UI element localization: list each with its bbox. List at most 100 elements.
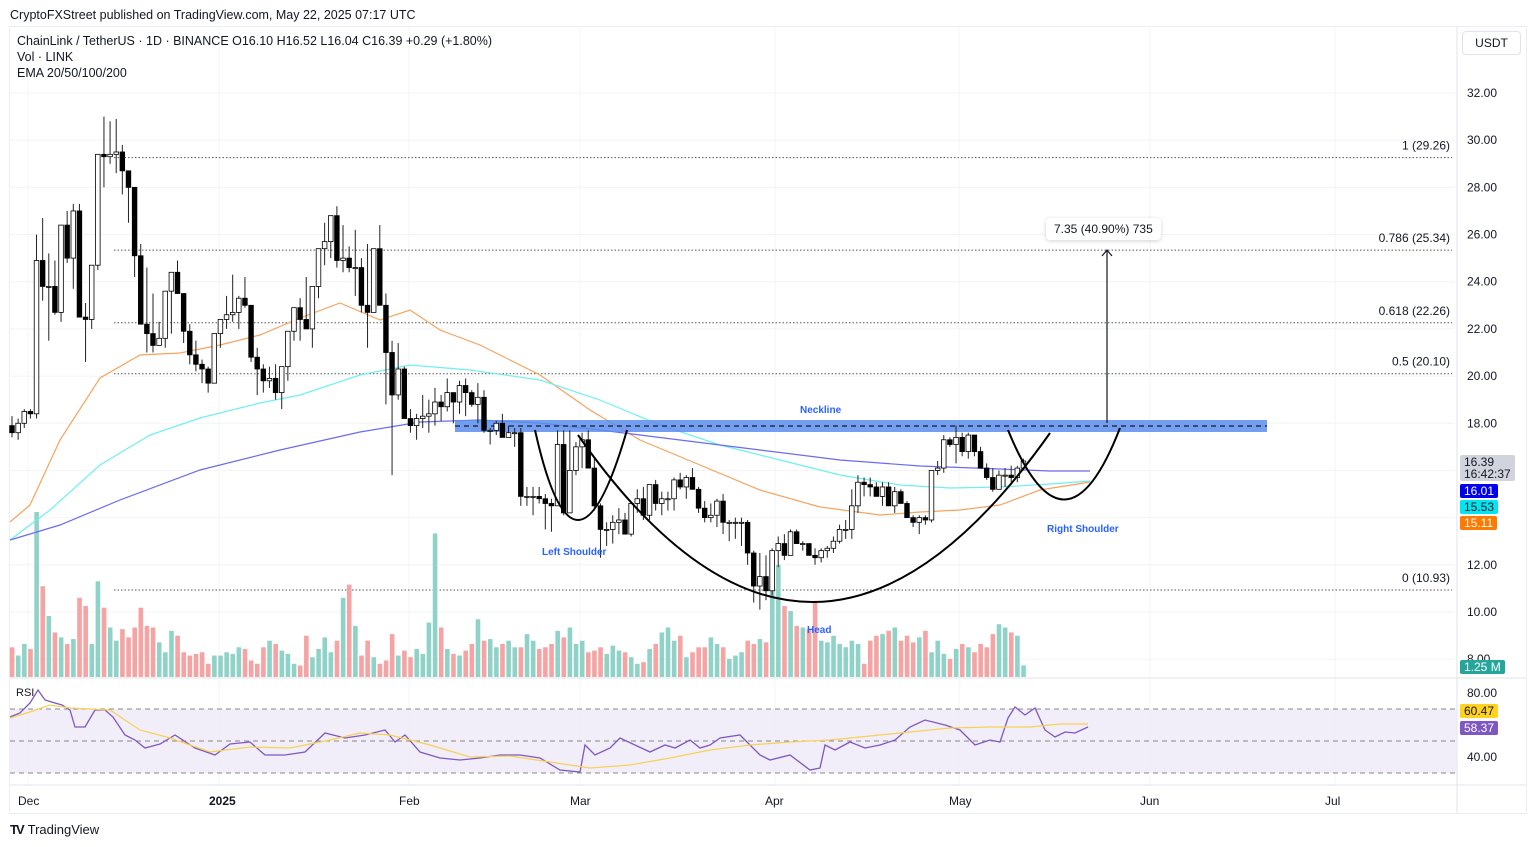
volume-bar [469, 644, 475, 677]
volume-bar [181, 652, 187, 677]
volume-bar [733, 655, 738, 677]
price-axis-tick: 32.00 [1467, 86, 1497, 100]
candle-down [652, 484, 659, 504]
volume-bar [904, 635, 910, 677]
candle-up [113, 151, 119, 155]
time-axis-tick: Jul [1325, 794, 1340, 808]
candle-down [701, 507, 708, 519]
candle-down [260, 368, 267, 382]
time-axis-tick: Feb [399, 794, 420, 808]
candle-up [800, 543, 806, 545]
candle-up [916, 517, 922, 523]
volume-bar [28, 648, 33, 677]
candle-down [983, 467, 990, 478]
candle-down [885, 486, 892, 507]
candle-down [438, 401, 444, 408]
ema-orange-badge: 15.11 [1460, 516, 1498, 530]
candle-down [462, 385, 469, 393]
volume-bar [408, 657, 413, 677]
volume-bar [9, 647, 15, 677]
candle-down [720, 500, 726, 523]
price-axis-tick: 30.00 [1467, 133, 1497, 147]
candle-up [892, 491, 898, 507]
tradingview-logo[interactable]: TV TradingView [10, 822, 99, 837]
volume-bar [371, 657, 377, 677]
time-axis-tick: Dec [18, 794, 39, 808]
volume-bar [451, 653, 456, 677]
volume-bar [929, 652, 934, 677]
volume-bar [463, 650, 469, 677]
candle-up [671, 479, 677, 500]
volume-bar [696, 647, 701, 677]
volume-bar [800, 627, 806, 677]
volume-bar [389, 634, 395, 677]
candle-down [248, 304, 254, 358]
volume-bar [187, 655, 193, 677]
candle-down [174, 271, 181, 294]
volume-bar [794, 625, 800, 677]
volume-bar [402, 650, 407, 677]
rsi-line [9, 688, 1089, 773]
candle-up [818, 550, 824, 559]
symbol-ohlc-line[interactable]: ChainLink / TetherUS · 1D · BINANCE O16.… [17, 34, 493, 48]
fib-level-label: 0 (10.93) [1402, 571, 1450, 585]
volume-bar [849, 640, 855, 677]
volume-bar [120, 629, 125, 677]
volume-bar [101, 607, 107, 677]
volume-bar [169, 630, 174, 677]
candle-down [947, 439, 953, 445]
candle-up [511, 432, 518, 435]
volume-bar [64, 644, 70, 677]
candle-up [432, 401, 438, 415]
candle-up [321, 241, 328, 250]
tradingview-wordmark: TradingView [27, 822, 100, 837]
candle-up [928, 470, 935, 521]
candle-up [708, 514, 714, 519]
volume-bar [205, 663, 211, 677]
volume-indicator-label[interactable]: Vol · LINK [17, 50, 74, 64]
candle-up [236, 297, 242, 313]
volume-bar [432, 533, 438, 677]
candle-up [279, 366, 285, 393]
candle-down [518, 432, 524, 497]
ema-indicator-label[interactable]: EMA 20/50/100/200 [17, 66, 127, 80]
volume-bar [702, 647, 708, 677]
candle-down [193, 354, 199, 365]
candle-up [567, 470, 573, 514]
candle-up [836, 529, 843, 542]
volume-bar [89, 644, 95, 677]
left-shoulder-arc [534, 429, 628, 521]
volume-bar [941, 653, 947, 677]
volume-bar [947, 658, 953, 677]
volume-bar [996, 624, 1002, 677]
candle-up [107, 153, 113, 158]
candle-up [370, 248, 377, 313]
candle-up [554, 444, 561, 507]
candle-up [775, 543, 781, 552]
candle-up [285, 330, 291, 368]
candle-down [744, 521, 751, 554]
price-axis-tick: 28.00 [1467, 180, 1497, 194]
candle-up [879, 486, 886, 497]
volume-bar [322, 637, 328, 677]
candle-up [426, 413, 432, 417]
candle-down [199, 363, 205, 370]
price-axis-tick: 18.00 [1467, 416, 1497, 430]
candle-up [21, 411, 27, 424]
currency-unit-button[interactable]: USDT [1462, 31, 1521, 55]
candle-down [297, 307, 303, 320]
neckline-label: Neckline [800, 405, 842, 416]
volume-bar [58, 637, 64, 677]
candle-up [714, 500, 720, 516]
candle-down [548, 503, 555, 507]
candle-down [131, 186, 138, 257]
time-axis-tick: Apr [765, 794, 784, 808]
volume-bar [150, 627, 156, 677]
candle-down [1008, 474, 1014, 478]
candle-down [481, 396, 487, 431]
candle-down [346, 257, 352, 268]
volume-bar [230, 653, 236, 677]
volume-bar [690, 652, 695, 677]
volume-bar [671, 640, 677, 677]
